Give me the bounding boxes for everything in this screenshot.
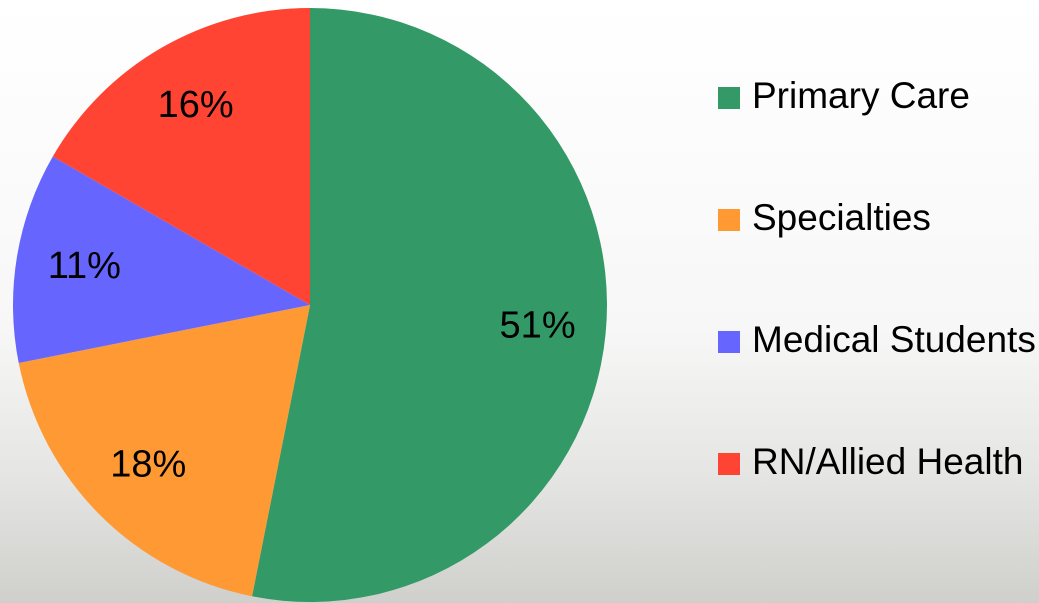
pie-slice	[52, 8, 310, 305]
legend-label: Specialties	[752, 197, 931, 238]
legend-swatch	[718, 209, 740, 231]
pie-slice	[18, 305, 310, 597]
legend-label: Medical Students	[752, 319, 1036, 360]
legend-label: RN/Allied Health	[752, 441, 1024, 482]
pie-slice	[13, 156, 311, 363]
legend-item: Specialties	[718, 197, 1038, 319]
legend-item: Medical Students	[718, 319, 1038, 441]
slice-label: 51%	[500, 304, 576, 346]
legend: Primary Care Specialties Medical Students R…	[718, 75, 1038, 563]
legend-swatch	[718, 331, 740, 353]
legend-item: RN/Allied Health	[718, 441, 1038, 563]
legend-swatch	[718, 453, 740, 475]
pie-slice	[252, 8, 608, 602]
legend-swatch	[718, 87, 740, 109]
slice-label: 11%	[48, 245, 121, 287]
legend-item: Primary Care	[718, 75, 1038, 197]
slice-label: 18%	[110, 444, 186, 486]
slice-label: 16%	[158, 84, 234, 126]
legend-label: Primary Care	[752, 75, 970, 116]
